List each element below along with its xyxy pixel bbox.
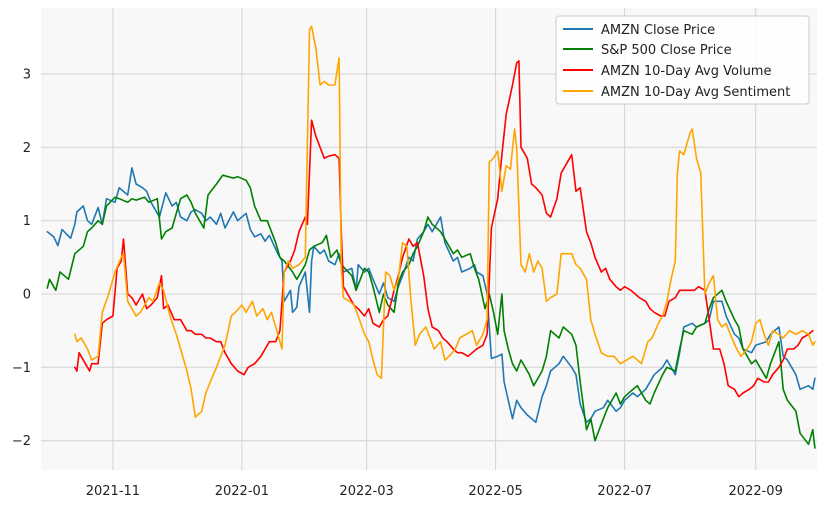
legend-label-sp500-close: S&P 500 Close Price [601, 43, 732, 58]
y-tick-label: −2 [12, 434, 31, 449]
y-tick-label: 3 [23, 68, 31, 83]
grid [41, 8, 817, 470]
legend-label-amzn-volume: AMZN 10-Day Avg Volume [601, 64, 771, 79]
legend-label-amzn-sentiment: AMZN 10-Day Avg Sentiment [601, 85, 790, 100]
tick-labels: 2021-11 2022-01 2022-03 2022-05 2022-07 2022-… [12, 68, 783, 500]
x-tick-label: 2022-01 [215, 484, 269, 499]
x-tick-label: 2022-03 [339, 484, 393, 499]
y-tick-label: 1 [23, 214, 31, 229]
y-tick-label: 0 [23, 288, 31, 303]
x-tick-label: 2022-05 [468, 484, 522, 499]
series-line-sp500-close [46, 174, 816, 449]
legend-label-amzn-close: AMZN Close Price [601, 23, 715, 38]
y-tick-label: 2 [23, 141, 31, 156]
series-lines [46, 25, 816, 449]
x-tick-label: 2022-09 [729, 484, 783, 499]
series-line-amzn-sentiment [74, 25, 816, 419]
legend: AMZN Close Price S&P 500 Close Price AMZ… [555, 15, 810, 105]
x-tick-label: 2022-07 [597, 484, 651, 499]
x-tick-label: 2021-11 [86, 484, 140, 499]
legend-box [555, 15, 810, 105]
series-line-amzn-volume [74, 59, 814, 398]
y-tick-label: −1 [12, 361, 31, 376]
